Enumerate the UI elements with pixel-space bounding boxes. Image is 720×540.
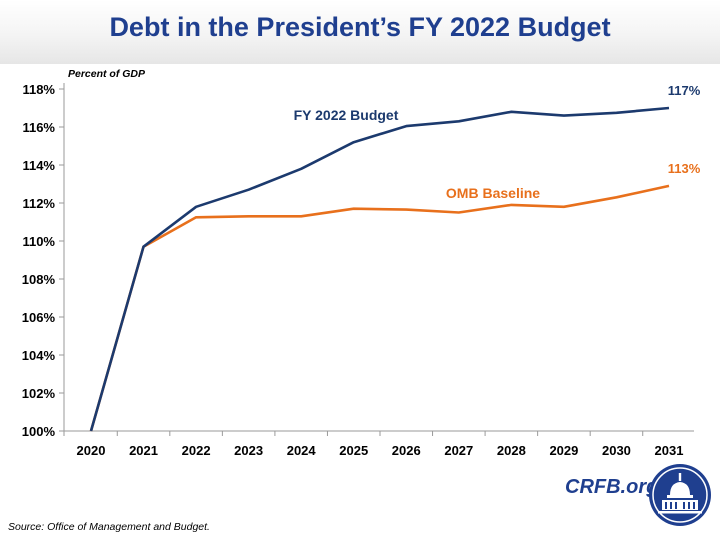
fy-2022-budget-label: FY 2022 Budget (294, 107, 399, 123)
x-tick-label: 2025 (339, 443, 368, 458)
fy-2022-budget-end-value-label: 117% (668, 83, 701, 98)
x-tick-label: 2023 (234, 443, 263, 458)
x-tick-label: 2031 (655, 443, 684, 458)
brand-link[interactable]: CRFB.org (565, 476, 659, 498)
x-tick-label: 2028 (497, 443, 526, 458)
series-lines (89, 106, 670, 432)
y-tick-label: 112% (22, 196, 55, 211)
series-labels: FY 2022 Budget 117% OMB Baseline 113% (294, 83, 701, 201)
capitol-seal-logo (649, 464, 711, 526)
omb-baseline-end-value-label: 113% (668, 161, 701, 176)
x-tick-label: 2021 (129, 443, 158, 458)
y-tick-label: 106% (22, 310, 56, 325)
y-tick-label: 116% (22, 120, 55, 135)
fy-2022-budget-line (89, 106, 670, 432)
x-tick-label: 2020 (77, 443, 106, 458)
x-tick-label: 2027 (444, 443, 473, 458)
y-tick-label: 110% (22, 234, 55, 249)
axes: 100% 102% 104% 106% 108% 110% 112% 114% 116% 118%… (22, 82, 694, 458)
x-tick-label: 2024 (287, 443, 317, 458)
chart-title: Debt in the President’s FY 2022 Budget (109, 12, 611, 42)
y-tick-label: 104% (22, 348, 56, 363)
y-tick-label: 100% (22, 424, 56, 439)
source-note: Source: Office of Management and Budget. (8, 521, 210, 533)
x-tick-label: 2030 (602, 443, 631, 458)
title-band (0, 0, 720, 64)
y-tick-label: 108% (22, 272, 56, 287)
omb-baseline-line (89, 184, 670, 432)
y-tick-label: 114% (22, 158, 55, 173)
y-axis-label: Percent of GDP (68, 68, 146, 80)
y-tick-label: 118% (22, 82, 55, 97)
omb-baseline-label: OMB Baseline (446, 185, 540, 201)
x-tick-label: 2026 (392, 443, 421, 458)
x-tick-label: 2022 (182, 443, 211, 458)
x-tick-label: 2029 (549, 443, 578, 458)
y-tick-label: 102% (22, 386, 56, 401)
